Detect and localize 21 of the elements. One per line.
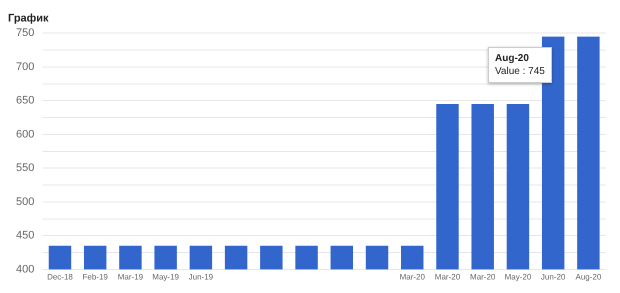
x-tick-label: Feb-19 xyxy=(82,272,108,282)
annotation: Aug-20 Value : 745 xyxy=(495,52,545,78)
x-tick-label: Mar-19 xyxy=(118,272,144,282)
x-tick-label: Jun-19 xyxy=(188,272,214,282)
y-tick-label: 650 xyxy=(16,94,34,107)
y-tick-label: 600 xyxy=(16,128,34,140)
x-tick-label: Jun-20 xyxy=(540,272,566,282)
x-tick-label: Mar-20 xyxy=(470,272,496,282)
x-tick-label: May-20 xyxy=(504,272,532,282)
y-tick-label: 450 xyxy=(16,230,34,242)
x-tick-label: Aug-20 xyxy=(575,272,602,282)
x-tick-label: Mar-20 xyxy=(400,272,426,282)
x-tick-label: May-19 xyxy=(152,272,180,282)
chart-title: График xyxy=(8,12,50,25)
y-tick-label: 400 xyxy=(16,263,34,276)
y-tick-label: 750 xyxy=(16,27,34,40)
x-tick-label: Dec-18 xyxy=(47,272,74,282)
x-tick-label: Mar-20 xyxy=(434,272,461,282)
y-tick-label: 700 xyxy=(16,60,34,73)
y-tick-label: 550 xyxy=(16,162,34,174)
y-tick-label: 500 xyxy=(16,196,34,208)
